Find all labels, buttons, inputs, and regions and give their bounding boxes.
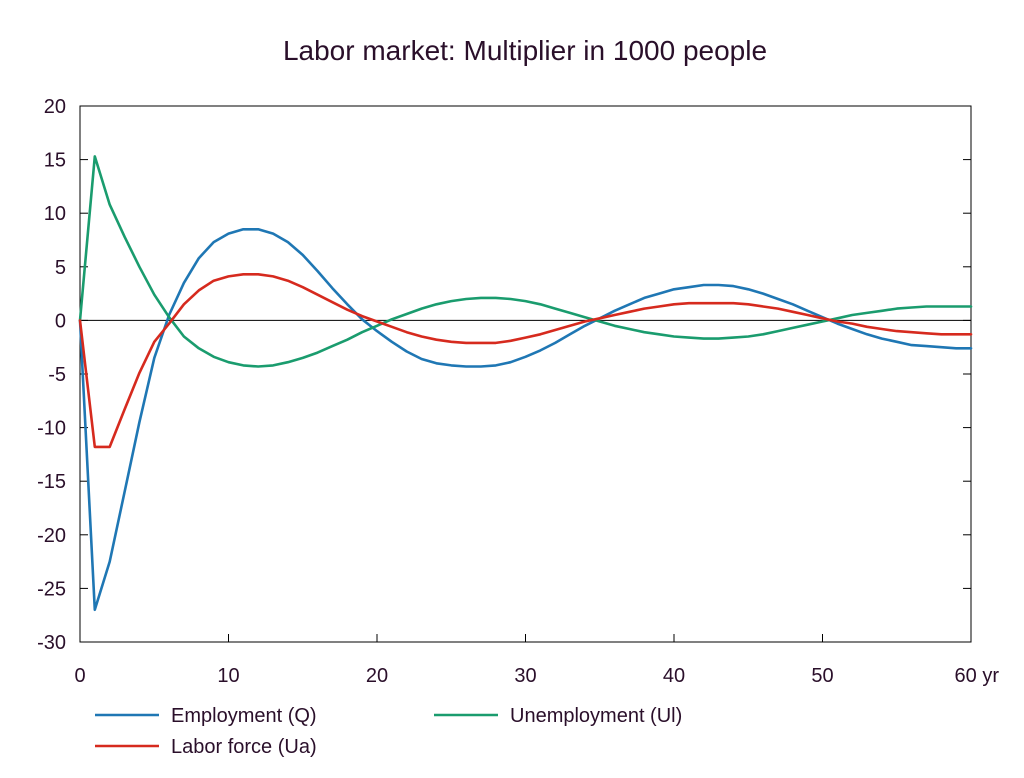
y-axis: 20 15 10 5 0 -5 -10 -15 -20 -25 -30 [37,96,971,654]
x-tick-label: 10 [217,665,239,687]
y-tick-label: 20 [44,96,66,118]
y-tick-label: -5 [48,364,66,386]
plot-area [79,105,972,643]
y-tick-label: -30 [37,632,66,654]
y-tick-label: -15 [37,471,66,493]
y-tick-label: 0 [55,310,66,332]
series-line-2 [78,155,973,368]
legend-label: Labor force (Ua) [171,736,317,758]
x-tick-label: 60 yr [955,665,1000,687]
x-tick-label: 40 [663,665,685,687]
series-lines [78,155,973,612]
series-line-1 [78,228,973,612]
x-tick-label: 0 [74,665,85,687]
series-line-3 [78,272,973,449]
x-axis: 0 10 20 30 40 50 60 yr [74,634,999,687]
y-tick-label: -10 [37,418,66,440]
chart-title: Labor market: Multiplier in 1000 people [283,35,767,66]
y-tick-label: 5 [55,257,66,279]
x-tick-label: 30 [514,665,536,687]
legend: Employment (Q) Unemployment (Ul) Labor for… [95,705,682,758]
x-tick-label: 50 [811,665,833,687]
y-tick-label: 15 [44,150,66,172]
legend-label: Employment (Q) [171,705,317,727]
y-tick-label: -25 [37,578,66,600]
x-tick-label: 20 [366,665,388,687]
y-tick-label: -20 [37,525,66,547]
legend-label: Unemployment (Ul) [510,705,682,727]
y-tick-label: 10 [44,203,66,225]
